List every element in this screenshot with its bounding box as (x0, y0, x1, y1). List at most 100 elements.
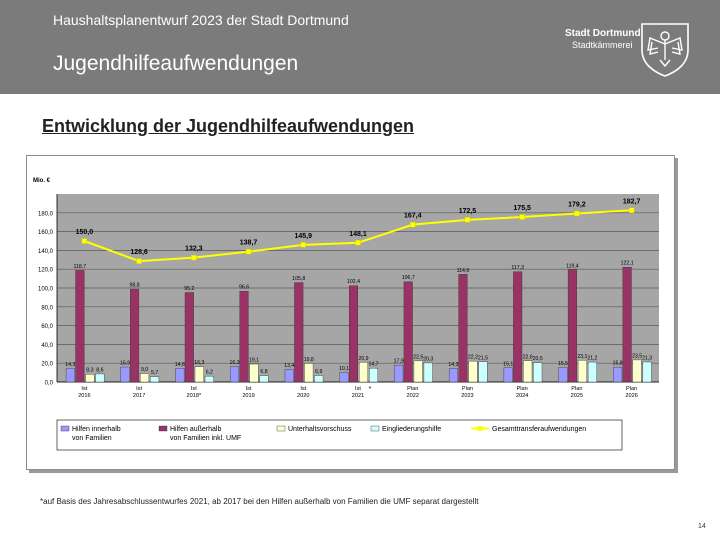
legend-label: von Familien (72, 435, 112, 442)
bar-series-1 (65, 368, 75, 383)
line-data-label: 148,1 (349, 231, 367, 238)
bar-series-3 (249, 363, 259, 383)
x-tick-label: Plan (462, 386, 473, 392)
eagle-crest-icon (641, 23, 689, 77)
bar-data-label: 119,4 (566, 263, 579, 269)
bar-data-label: 20,5 (533, 356, 543, 362)
legend-label: von Familien inkl. UMF (170, 435, 241, 442)
line-total-marker (574, 210, 580, 217)
bar-data-label: 13,4 (284, 363, 294, 369)
bar-series-4 (95, 373, 105, 383)
bar-data-label: 21,3 (642, 355, 652, 361)
legend-label: Hilfen außerhalb (170, 426, 221, 433)
line-data-label: 138,7 (240, 240, 258, 247)
bar-series-3 (413, 360, 423, 383)
bar-series-4 (204, 375, 214, 383)
legend-line-marker (477, 426, 483, 431)
bar-data-label: 6,2 (206, 370, 213, 376)
bar-series-3 (304, 363, 314, 383)
bar-series-1 (503, 367, 513, 383)
bar-series-3 (359, 362, 369, 383)
x-tick-label: Plan (626, 386, 637, 392)
bar-data-label: 20,9 (358, 356, 368, 362)
line-data-label: 179,2 (568, 202, 586, 209)
bar-data-label: 5,7 (151, 370, 158, 376)
bar-data-label: 21,2 (587, 356, 597, 362)
y-tick-label: 60,0 (41, 324, 53, 330)
x-tick-label: Plan (517, 386, 528, 392)
legend-label: Hilfen innerhalb (72, 426, 121, 433)
line-total-marker (191, 254, 197, 261)
bar-series-1 (613, 366, 623, 383)
bar-data-label: 15,9 (120, 361, 130, 367)
bar-data-label: 8,6 (96, 367, 103, 373)
bar-series-1 (448, 368, 458, 383)
bar-series-1 (339, 372, 349, 383)
line-total-marker (245, 248, 252, 255)
bar-series-1 (394, 364, 404, 383)
page-number: 14 (698, 523, 706, 530)
y-tick-label: 120,0 (38, 268, 54, 274)
bar-series-3 (194, 366, 204, 383)
x-tick-label: 2019 (242, 393, 254, 399)
bar-series-4 (314, 375, 324, 383)
bar-data-label: 22,2 (468, 355, 478, 361)
bar-data-label: 17,9 (394, 359, 404, 365)
bar-series-3 (632, 359, 642, 383)
bar-data-label: 22,5 (413, 354, 423, 360)
bar-data-label: 20,3 (423, 356, 433, 362)
bar-series-4 (478, 361, 488, 383)
bar-data-label: 106,7 (402, 275, 415, 281)
slide-title: Jugendhilfeaufwendungen (53, 52, 299, 75)
bar-series-4 (642, 361, 652, 383)
bar-series-2 (458, 274, 468, 383)
bar-series-2 (349, 285, 359, 383)
chart-frame: 0,0 20,0 40,0 60,0 80,0 100,0 120,0 140,0 160,0 1… (26, 155, 675, 470)
bar-series-1 (558, 367, 568, 383)
bar-data-label: 6,9 (315, 369, 322, 375)
bar-data-label: 16,3 (229, 360, 239, 366)
bar-series-1 (120, 366, 130, 383)
bar-series-2 (184, 292, 194, 383)
x-tick-label: Ist (246, 386, 252, 392)
x-tick-label: Plan (571, 386, 582, 392)
bar-series-4 (587, 361, 597, 383)
line-data-label: 175,5 (513, 205, 531, 212)
line-data-label: 132,3 (185, 246, 203, 253)
bar-series-4 (369, 367, 379, 383)
bar-data-label: 98,8 (130, 283, 140, 289)
y-tick-label: 20,0 (41, 362, 53, 368)
presentation-subtitle: Haushaltsplanentwurf 2023 der Stadt Dort… (53, 12, 349, 28)
legend-swatch (60, 425, 70, 432)
bar-data-label: 16,3 (194, 360, 204, 366)
bar-series-2 (622, 267, 632, 383)
bar-series-1 (175, 368, 185, 383)
line-total-marker (136, 258, 142, 264)
legend-swatch (158, 425, 168, 432)
section-title: Entwicklung der Jugendhilfeaufwendungen (42, 116, 415, 136)
bar-series-2 (75, 270, 85, 383)
bar-series-2 (239, 290, 249, 383)
bar-series-1 (284, 369, 294, 383)
x-tick-label: Ist (300, 386, 306, 392)
line-total-marker (300, 242, 306, 248)
bar-series-4 (533, 362, 543, 383)
bar-data-label: 10,1 (339, 366, 349, 372)
bar-data-label: 117,3 (511, 265, 524, 271)
line-data-label: 128,6 (130, 249, 148, 256)
bar-data-label: 122,1 (621, 261, 634, 267)
bar-data-label: 19,1 (249, 358, 259, 364)
line-total-marker (81, 238, 88, 244)
brand-department: Stadtkämmerei (572, 40, 633, 50)
bar-series-3 (85, 373, 95, 383)
bar-series-2 (567, 269, 577, 383)
y-tick-label: 80,0 (41, 305, 53, 311)
bar-series-2 (294, 282, 304, 383)
bar-series-3 (140, 373, 150, 383)
x-tick-label: Ist (191, 386, 197, 392)
bar-series-2 (130, 288, 140, 383)
x-tick-label: 2024 (516, 393, 528, 399)
bar-series-3 (468, 360, 478, 383)
bar-data-label: 9,0 (141, 367, 148, 373)
bar-series-3 (577, 360, 587, 383)
